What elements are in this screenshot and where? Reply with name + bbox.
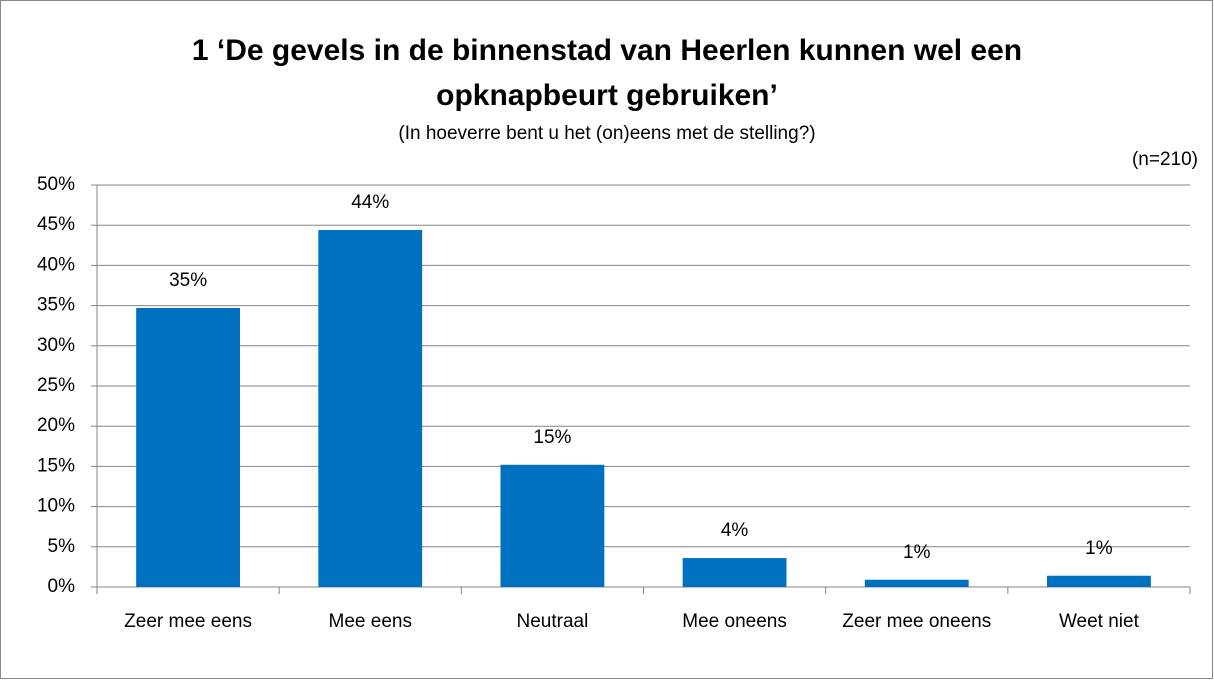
bar bbox=[864, 579, 969, 587]
y-tick-label: 40% bbox=[37, 254, 75, 275]
y-tick-label: 5% bbox=[48, 536, 76, 557]
x-tick-label: Mee eens bbox=[328, 611, 412, 632]
chart-subtitle: (In hoeverre bent u het (on)eens met de … bbox=[398, 123, 815, 144]
chart-title-line: opknapbeurt gebruiken’ bbox=[436, 79, 778, 112]
x-tick-label: Weet niet bbox=[1058, 611, 1139, 632]
y-tick-label: 10% bbox=[37, 496, 75, 517]
bar bbox=[136, 308, 241, 587]
y-tick-label: 30% bbox=[37, 335, 75, 356]
annotation: (n=210) bbox=[1132, 149, 1198, 170]
y-tick-label: 20% bbox=[37, 415, 75, 436]
y-tick-label: 25% bbox=[37, 375, 75, 396]
data-label: 35% bbox=[169, 270, 207, 291]
data-label: 1% bbox=[1085, 538, 1113, 559]
y-tick-label: 15% bbox=[37, 455, 75, 476]
x-tick-label: Mee oneens bbox=[682, 611, 787, 632]
bar bbox=[1046, 575, 1151, 587]
x-tick-label: Zeer mee oneens bbox=[842, 611, 992, 632]
y-tick-label: 45% bbox=[37, 214, 75, 235]
data-label: 44% bbox=[351, 192, 389, 213]
y-tick-label: 35% bbox=[37, 295, 75, 316]
bar bbox=[682, 558, 787, 587]
y-tick-label: 50% bbox=[37, 174, 75, 195]
data-label: 15% bbox=[533, 427, 571, 448]
x-tick-label: Neutraal bbox=[516, 611, 589, 632]
bar bbox=[318, 230, 423, 588]
x-tick-label: Zeer mee eens bbox=[124, 611, 252, 632]
data-label: 4% bbox=[721, 520, 749, 541]
data-label: 1% bbox=[903, 542, 931, 563]
y-tick-label: 0% bbox=[48, 576, 76, 597]
bar bbox=[500, 464, 605, 587]
chart-title-line: 1 ‘De gevels in de binnenstad van Heerle… bbox=[192, 34, 1022, 67]
